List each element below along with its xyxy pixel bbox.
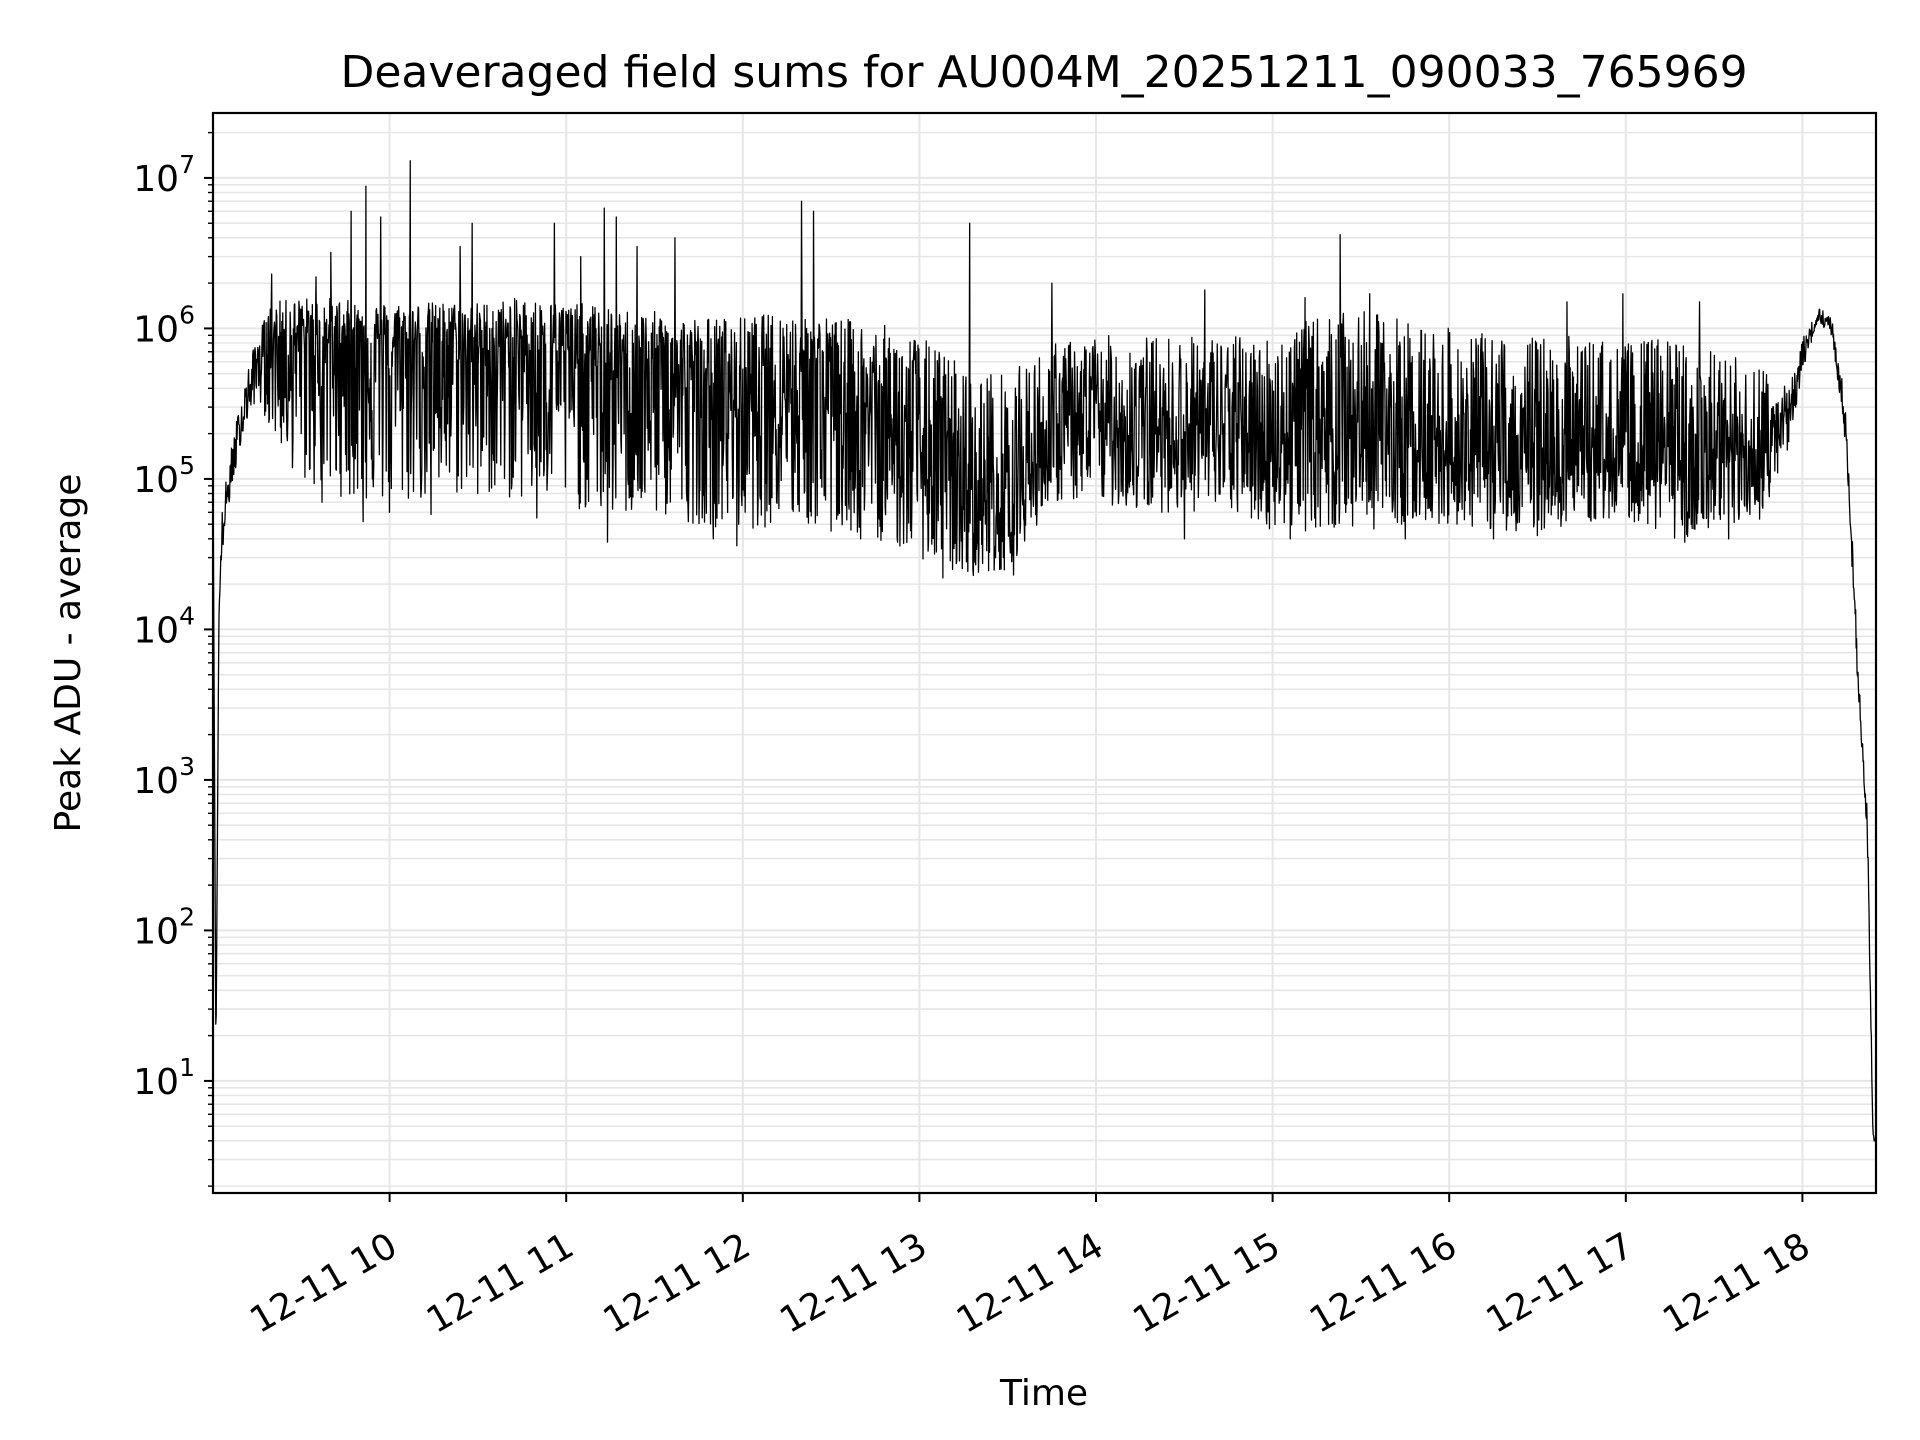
y-tick-label: 105 <box>133 451 195 501</box>
series-line <box>212 160 1877 1142</box>
x-axis-label: Time <box>999 1373 1088 1414</box>
y-tick-label: 101 <box>133 1053 195 1103</box>
y-tick-label: 104 <box>133 601 195 651</box>
chart-title: Deaveraged field sums for AU004M_2025121… <box>340 47 1747 98</box>
y-tick-label: 107 <box>133 150 195 200</box>
grid <box>213 113 1876 1193</box>
y-tick-label: 103 <box>133 752 195 802</box>
y-axis: 101 102 103 104 105 106 107 <box>133 131 213 1187</box>
y-axis-label: Peak ADU - average <box>48 474 89 833</box>
series-path <box>212 160 1877 1142</box>
y-tick-label: 102 <box>133 902 195 952</box>
y-tick-label: 106 <box>133 300 195 350</box>
